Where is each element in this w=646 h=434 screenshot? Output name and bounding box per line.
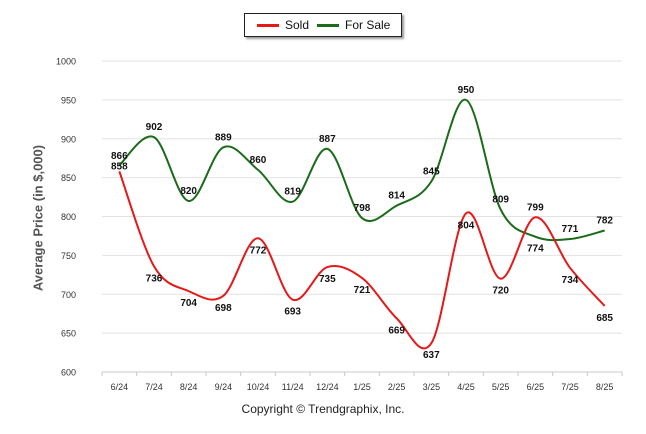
- series-lines: [118, 98, 606, 350]
- y-tick-label: 850: [61, 173, 76, 183]
- y-tick-label: 800: [61, 212, 76, 222]
- legend-label-sold: Sold: [285, 18, 310, 32]
- x-tick-label: 12/24: [316, 382, 339, 392]
- data-label-sold: 685: [596, 313, 613, 324]
- data-label-for-sale: 809: [492, 195, 509, 206]
- data-label-for-sale: 774: [527, 244, 544, 255]
- series-line-for-sale: [118, 98, 605, 242]
- data-label-sold: 669: [388, 325, 405, 336]
- x-axis: 6/24 7/24 8/24 9/24 10/24 11/24 12/24 1/25 2/25 3…: [101, 371, 623, 392]
- series-line-sold: [118, 171, 606, 350]
- data-label-for-sale: 845: [423, 167, 440, 178]
- data-label-for-sale: 814: [388, 191, 405, 202]
- data-label-for-sale: 860: [250, 155, 267, 166]
- y-tick-label: 750: [61, 251, 76, 261]
- y-axis: 600 650 700 750 800 850 900 950 1000: [56, 57, 76, 378]
- x-tick-label: 5/25: [492, 382, 510, 392]
- y-tick-label: 700: [61, 290, 76, 300]
- x-tick-label: 3/25: [423, 382, 441, 392]
- gridlines: [102, 60, 622, 373]
- data-label-for-sale: 887: [319, 134, 336, 145]
- x-tick-label: 2/25: [388, 382, 406, 392]
- legend-item-sold[interactable]: Sold: [257, 14, 309, 36]
- data-label-for-sale: 782: [596, 215, 613, 226]
- copyright-footer: Copyright © Trendgraphix, Inc.: [241, 402, 405, 416]
- y-tick-label: 900: [61, 134, 76, 144]
- x-tick-label: 6/24: [111, 382, 129, 392]
- legend-item-for-sale[interactable]: For Sale: [317, 14, 390, 36]
- legend-swatch-for-sale: [317, 23, 339, 27]
- x-tick-label: 8/24: [180, 382, 198, 392]
- legend-swatch-sold: [257, 23, 279, 27]
- data-label-sold: 858: [111, 161, 128, 172]
- data-label-sold: 698: [215, 303, 232, 314]
- y-tick-label: 650: [61, 329, 76, 339]
- data-label-sold: 772: [250, 245, 267, 256]
- y-tick-label: 600: [61, 368, 76, 378]
- x-tick-label: 6/25: [527, 382, 545, 392]
- chart-legend: Sold For Sale: [244, 13, 402, 37]
- data-label-sold: 704: [180, 298, 197, 309]
- data-label-for-sale: 950: [458, 85, 475, 96]
- x-tick-label: 8/25: [596, 382, 614, 392]
- x-tick-label: 1/25: [353, 382, 371, 392]
- data-label-sold: 721: [354, 285, 371, 296]
- data-label-sold: 693: [284, 307, 301, 318]
- data-label-sold: 736: [146, 273, 163, 284]
- data-label-sold: 720: [492, 286, 509, 297]
- y-tick-label: 950: [61, 95, 76, 105]
- x-tick-label: 4/25: [457, 382, 475, 392]
- data-label-for-sale: 798: [354, 203, 371, 214]
- data-label-sold: 734: [562, 275, 579, 286]
- data-label-sold: 637: [423, 350, 440, 361]
- data-labels: 858 736 704 698 772 693 735 721 669 637 804 720 799 7…: [111, 85, 613, 361]
- data-label-for-sale: 820: [180, 186, 197, 197]
- data-label-sold: 735: [319, 274, 336, 285]
- data-label-sold: 804: [458, 220, 475, 231]
- x-tick-label: 7/24: [145, 382, 163, 392]
- data-label-for-sale: 866: [111, 151, 128, 162]
- data-label-for-sale: 771: [562, 224, 579, 235]
- x-tick-label: 10/24: [247, 382, 270, 392]
- x-tick-label: 7/25: [561, 382, 579, 392]
- x-tick-label: 11/24: [282, 382, 304, 392]
- y-tick-label: 1000: [56, 57, 76, 67]
- data-label-sold: 799: [527, 202, 544, 213]
- data-label-for-sale: 902: [146, 122, 163, 133]
- data-label-for-sale: 819: [284, 187, 301, 198]
- legend-label-for-sale: For Sale: [345, 18, 391, 32]
- x-tick-label: 9/24: [215, 382, 233, 392]
- data-label-for-sale: 889: [215, 132, 232, 143]
- y-axis-title: Average Price (in $,000): [30, 144, 46, 292]
